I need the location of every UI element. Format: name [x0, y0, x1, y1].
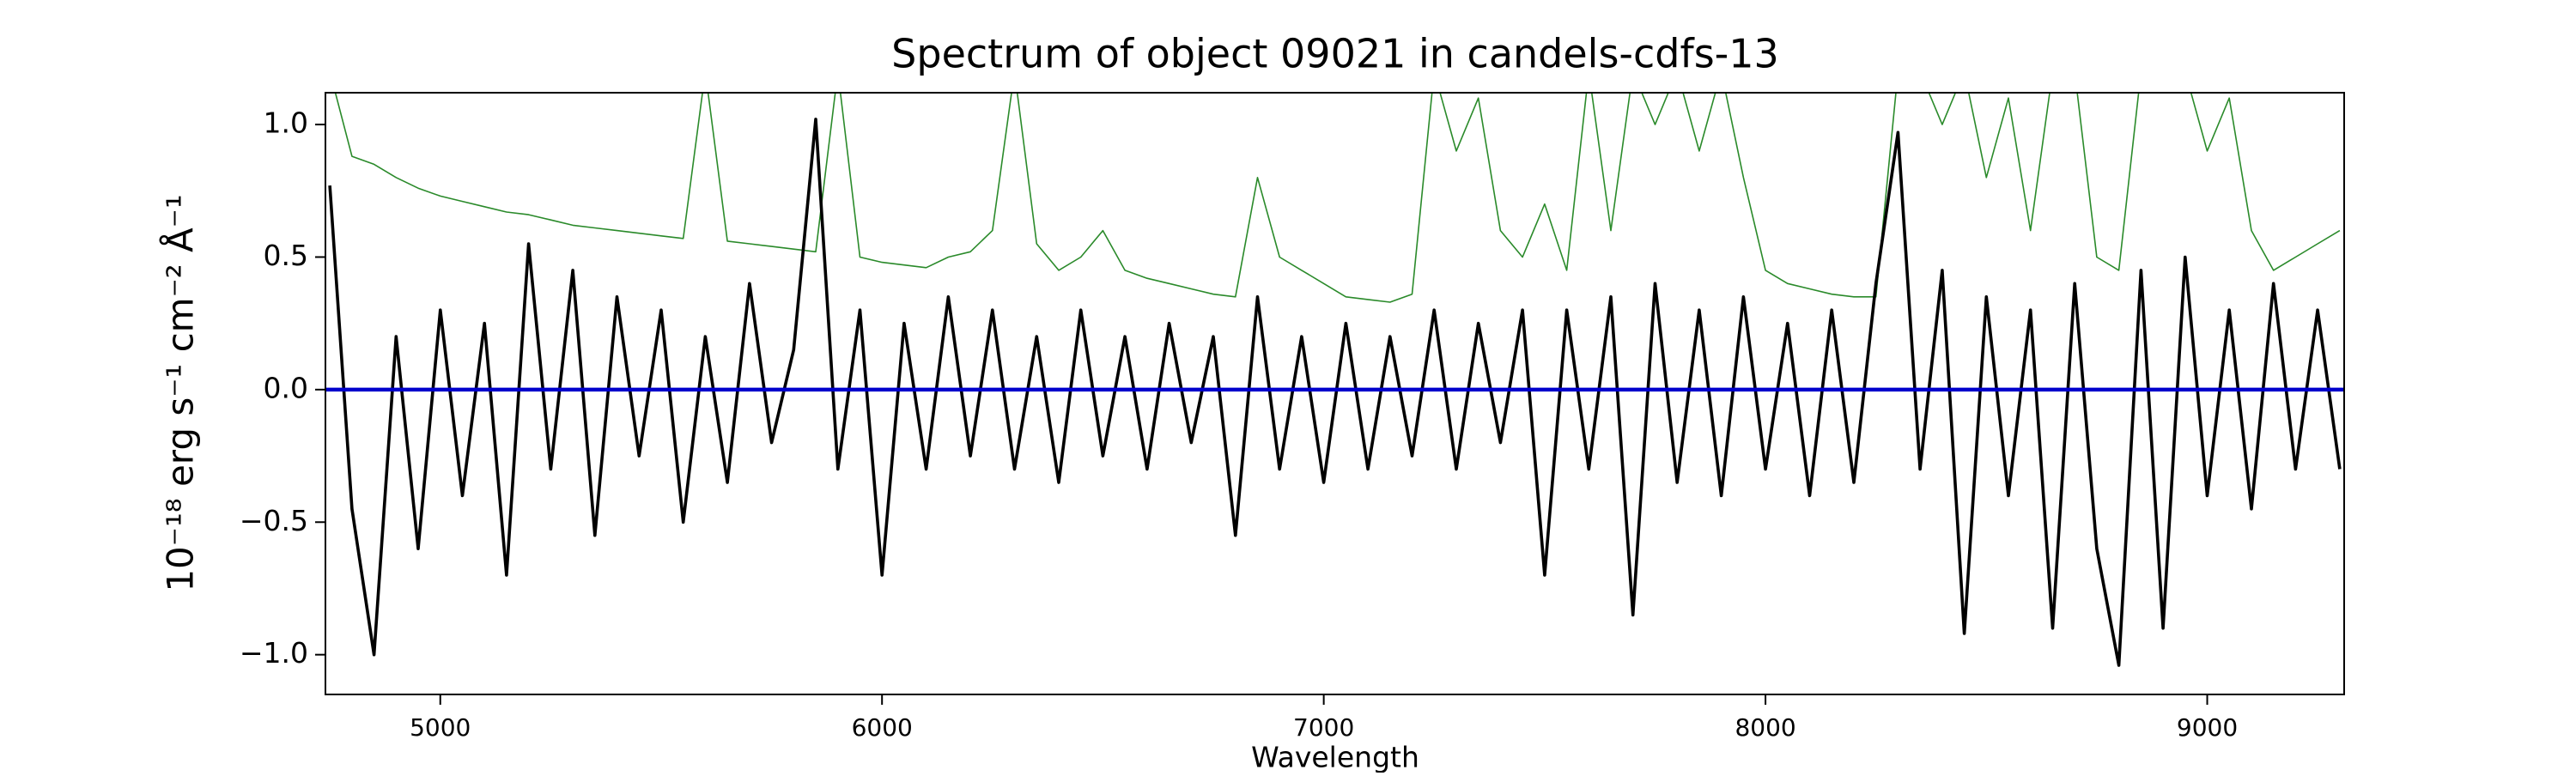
y-tick-label: −1.0: [240, 636, 308, 670]
spectrum-line: [334, 93, 2341, 303]
y-tick-label: 1.0: [264, 106, 308, 140]
y-tick-label: 0.5: [264, 239, 308, 272]
chart-title: Spectrum of object 09021 in candels-cdfs…: [891, 31, 1779, 77]
plot-frame: [325, 92, 2345, 695]
x-tick-label: 7000: [1293, 713, 1354, 742]
x-tick-label: 5000: [410, 713, 471, 742]
y-tick-label: 0.0: [264, 371, 308, 404]
y-axis-label: 10⁻¹⁸ erg s⁻¹ cm⁻² Å⁻¹: [159, 194, 202, 591]
y-tick-label: −0.5: [240, 504, 308, 537]
plot-area: [325, 93, 2344, 667]
spectrum-line: [328, 118, 2342, 667]
x-tick-label: 9000: [2177, 713, 2238, 742]
x-tick-label: 6000: [852, 713, 913, 742]
x-axis-label: Wavelength: [1251, 741, 1419, 773]
x-tick-label: 8000: [1735, 713, 1795, 742]
